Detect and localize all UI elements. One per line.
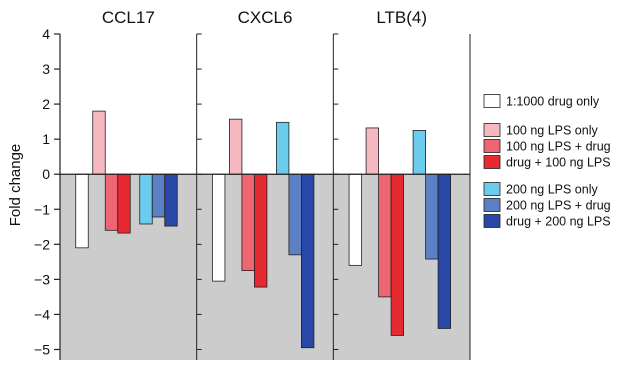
y-tick-label: 2 bbox=[42, 96, 50, 112]
legend-label: 1:1000 drug only bbox=[506, 95, 600, 109]
legend-label: 100 ng LPS only bbox=[506, 124, 598, 138]
legend-swatch bbox=[483, 123, 501, 137]
panel-title: LTB(4) bbox=[376, 8, 427, 27]
bar-ltb4-series-2 bbox=[365, 127, 379, 175]
bar-ltb4-series-3 bbox=[378, 173, 392, 298]
legend-swatch bbox=[483, 155, 501, 169]
legend-label: 200 ng LPS + drug bbox=[506, 199, 611, 213]
legend-swatch bbox=[483, 94, 501, 108]
bar-cxcl6-series-7 bbox=[301, 173, 315, 349]
y-tick-label: 0 bbox=[42, 166, 50, 182]
legend-label: 200 ng LPS only bbox=[506, 183, 598, 197]
y-tick-label: −3 bbox=[34, 271, 50, 287]
bar-ccl17-series-2 bbox=[92, 110, 106, 175]
y-tick-label: 1 bbox=[42, 131, 50, 147]
bar-cxcl6-series-1 bbox=[212, 173, 226, 282]
y-tick-label: −2 bbox=[34, 236, 50, 252]
bar-ltb4-series-6 bbox=[425, 173, 439, 260]
bar-ccl17-series-6 bbox=[151, 173, 166, 218]
bar-ccl17-series-7 bbox=[164, 173, 178, 227]
legend-swatch bbox=[483, 139, 501, 153]
bars-layer bbox=[75, 110, 451, 349]
y-tick-label: 3 bbox=[42, 61, 50, 77]
bar-ccl17-series-3 bbox=[104, 173, 119, 231]
bar-ccl17-series-1 bbox=[75, 173, 89, 249]
legend-swatch bbox=[483, 214, 501, 228]
bar-cxcl6-series-6 bbox=[288, 173, 302, 256]
bar-ltb4-series-5 bbox=[412, 129, 426, 175]
y-axis-label: Fold change bbox=[7, 144, 24, 227]
legend-swatch bbox=[483, 182, 501, 196]
bar-ltb4-series-7 bbox=[437, 173, 451, 329]
panel-titles: CCL17 CXCL6 LTB(4) bbox=[102, 8, 427, 27]
bar-cxcl6-series-4 bbox=[254, 173, 268, 288]
bar-cxcl6-series-2 bbox=[229, 118, 243, 175]
legend: 1:1000 drug only 100 ng LPS only 100 ng LP… bbox=[483, 94, 611, 229]
panel-dividers bbox=[196, 34, 471, 360]
bar-ltb4-series-4 bbox=[390, 173, 404, 336]
y-tick-label: −1 bbox=[34, 201, 50, 217]
bar-ltb4-series-1 bbox=[348, 173, 362, 266]
legend-label: drug + 100 ng LPS bbox=[506, 156, 611, 170]
y-tick-label: −4 bbox=[34, 306, 50, 322]
legend-label: drug + 200 ng LPS bbox=[506, 215, 611, 229]
legend-label: 100 ng LPS + drug bbox=[506, 140, 611, 154]
bar-cxcl6-series-3 bbox=[241, 173, 255, 272]
bar-cxcl6-series-5 bbox=[276, 121, 290, 175]
bar-ccl17-series-4 bbox=[117, 173, 131, 234]
y-axis: 4 3 2 1 0 −1 −2 −3 −4 −5 bbox=[34, 26, 61, 360]
bar-ccl17-series-5 bbox=[139, 173, 153, 225]
legend-swatch bbox=[483, 198, 501, 212]
panel-title: CXCL6 bbox=[238, 8, 293, 27]
y-tick-label: −5 bbox=[34, 341, 50, 357]
panel-title: CCL17 bbox=[102, 8, 155, 27]
y-tick-label: 4 bbox=[42, 26, 50, 42]
